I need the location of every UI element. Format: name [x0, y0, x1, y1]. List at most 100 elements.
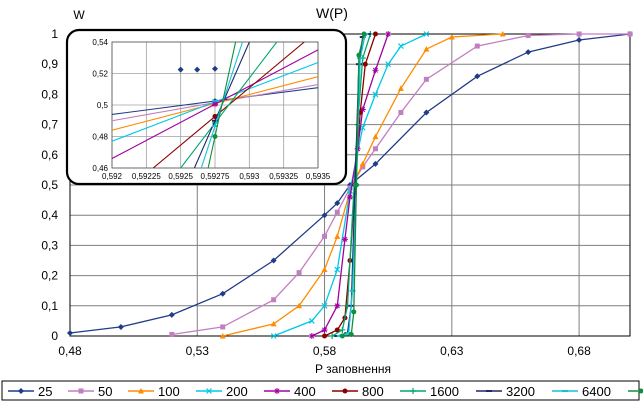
data-point [169, 331, 175, 337]
legend-item-100: 100 [128, 384, 180, 399]
legend-item-1600: 1600 [400, 384, 459, 399]
inset-series-12800 [207, 42, 237, 168]
data-point [334, 200, 341, 207]
data-point [308, 333, 315, 339]
inset-y-tick-label: 0,52 [92, 70, 108, 79]
inset-chart: 0,592 0,59225 0,5925 0,59275 0,593 0,59325 0,5… [65, 28, 348, 186]
data-point [361, 31, 367, 37]
data-point [271, 297, 277, 303]
data-point [397, 85, 404, 91]
y-tick-label: 0,7 [41, 118, 58, 132]
inset-series-400 [112, 49, 318, 160]
y-tick-label: 0,9 [41, 57, 58, 71]
data-point [334, 209, 340, 215]
data-point [347, 194, 353, 201]
legend-label: 1600 [430, 384, 459, 399]
data-point [372, 31, 378, 37]
series-25 [67, 31, 633, 336]
inset-series-line [180, 42, 278, 168]
data-point [474, 73, 481, 80]
legend-item-800: 800 [332, 384, 384, 399]
inset-x-tick-label: 0,593 [239, 172, 260, 181]
inset-data-point [212, 101, 218, 108]
y-tick-label: 0 [51, 329, 58, 343]
inset-x-tick-label: 0,59275 [201, 172, 230, 181]
data-point [296, 302, 303, 309]
chart-title: W(P) [316, 5, 348, 21]
inset-x-tick-label: 0,59225 [132, 172, 161, 181]
legend-label: 400 [294, 384, 316, 399]
legend-swatch-marker [274, 388, 280, 394]
inset-x-tick-label: 0,592 [102, 172, 123, 181]
data-point [525, 33, 531, 39]
inset-data-point [212, 134, 218, 139]
legend-swatch-marker [342, 388, 348, 394]
legend-item-6400: 6400 [552, 384, 611, 399]
inset-y-tick-label: 0,46 [92, 164, 108, 173]
inset-y-tick-label: 0,54 [92, 38, 108, 47]
legend-item-200: 200 [196, 384, 248, 399]
inset-x-tick-label: 0,59325 [269, 172, 298, 181]
data-point [339, 326, 346, 333]
data-point [321, 266, 328, 273]
data-point [360, 164, 366, 170]
data-point [296, 270, 302, 276]
data-point [499, 31, 506, 37]
data-point [423, 76, 429, 82]
inset-y-tick-label: 0,5 [97, 101, 109, 110]
y-tick-label: 0,1 [41, 299, 58, 313]
legend-item-12800: 12800 [628, 388, 643, 394]
inset-series [112, 42, 318, 168]
series-400 [308, 31, 392, 339]
data-point [385, 61, 392, 68]
data-point [270, 257, 277, 264]
data-point [321, 326, 328, 333]
data-point [448, 34, 455, 40]
legend-label: 800 [362, 384, 384, 399]
x-tick-label: 0,63 [440, 344, 464, 358]
data-point [372, 160, 379, 167]
data-point [270, 320, 277, 327]
data-point [67, 329, 73, 336]
data-point [322, 233, 328, 239]
inset-y-tick-label: 0,48 [92, 133, 108, 142]
data-point [270, 333, 277, 339]
legend-label: 3200 [506, 384, 535, 399]
y-tick-label: 0,8 [41, 87, 58, 101]
data-point [474, 43, 480, 49]
data-point [372, 133, 379, 140]
data-point [576, 37, 583, 44]
data-point [329, 333, 336, 339]
data-point [334, 327, 340, 333]
main-series [67, 31, 633, 339]
inset-x-tick-label: 0,5925 [168, 172, 193, 181]
data-point [353, 182, 359, 188]
x-tick-label: 0,68 [567, 344, 591, 358]
legend-item-400: 400 [264, 384, 316, 399]
y-tick-label: 1 [51, 27, 58, 41]
data-point [362, 61, 368, 67]
legend-label: 50 [98, 384, 112, 399]
inset-series-line [207, 42, 237, 168]
data-point [359, 160, 366, 167]
inset-x-tick-label: 0,5935 [306, 172, 331, 181]
data-point [321, 212, 328, 219]
data-point [372, 91, 379, 98]
y-tick-label: 0,6 [41, 148, 58, 162]
inset-data-point [212, 65, 218, 72]
legend-label: 200 [226, 384, 248, 399]
y-tick-label: 0,5 [41, 178, 58, 192]
legend-label: 100 [158, 384, 180, 399]
legend-swatch-marker [138, 388, 144, 394]
data-point [348, 331, 354, 337]
x-tick-label: 0,48 [58, 344, 82, 358]
legend-label: 6400 [582, 384, 611, 399]
data-point [385, 31, 392, 37]
data-point [372, 146, 378, 152]
legend-item-25: 25 [8, 384, 52, 399]
legend-label: 25 [38, 384, 52, 399]
series-12800 [339, 31, 367, 339]
legend: 25 50 100 200 400 800 1600 3200 6400 12800 [1, 380, 643, 401]
data-point [627, 31, 633, 37]
